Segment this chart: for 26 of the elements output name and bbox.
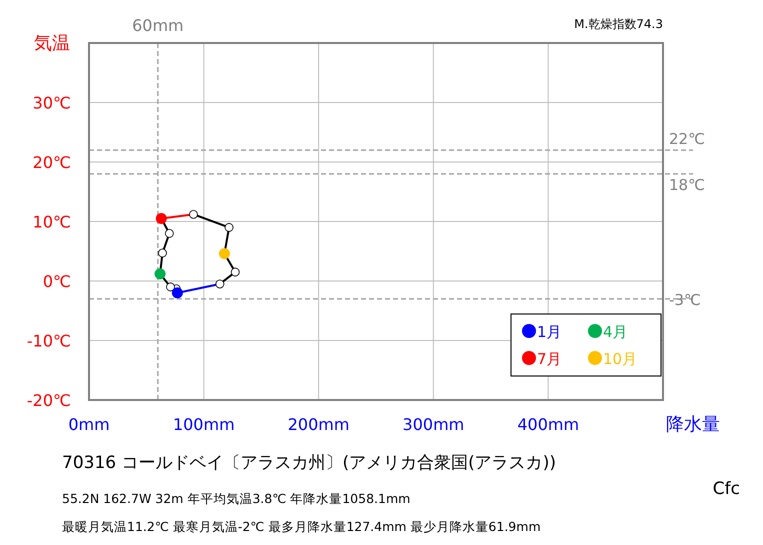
text: 70316 コールドベイ〔アラスカ州〕(アメリカ合衆国(アラスカ)) [62,453,556,473]
y-tick-label: 10℃ [32,212,71,232]
legend-label: 7月 [537,350,562,368]
legend-label: 10月 [603,350,638,368]
x-tick-label: 400mm [517,415,580,434]
text: Cfc [712,479,740,499]
y-tick-label: 30℃ [32,94,71,112]
y-tick-label: 0℃ [42,272,71,291]
y-tick-label: -10℃ [26,332,71,350]
text: 55.2N 162.7W 32m 年平均気温3.8℃ 年降水量1058.1mm [62,491,410,506]
x-tick-label: 200mm [288,415,350,434]
y-tick-label: -20℃ [26,391,71,410]
x-tick-label: 0mm [68,415,110,434]
x-tick-label: 300mm [402,415,464,434]
y-tick-label: 20℃ [32,153,71,172]
ref-line-label: 22℃ [669,130,705,148]
y-axis-title: 気温 [34,33,70,54]
legend-label: 1月 [537,323,562,341]
ref-line-label: -3℃ [669,290,701,309]
x-axis-title: 降水量 [666,414,720,435]
ref-line-label: 18℃ [669,176,705,194]
ref-line-label: 60mm [132,16,184,35]
legend-label: 4月 [603,323,628,341]
text: 最暖月気温11.2℃ 最寒月気温-2℃ 最多月降水量127.4mm 最少月降水量61.9mm [62,519,541,534]
text: M.乾燥指数74.3 [574,17,663,31]
x-tick-label: 100mm [172,415,235,434]
